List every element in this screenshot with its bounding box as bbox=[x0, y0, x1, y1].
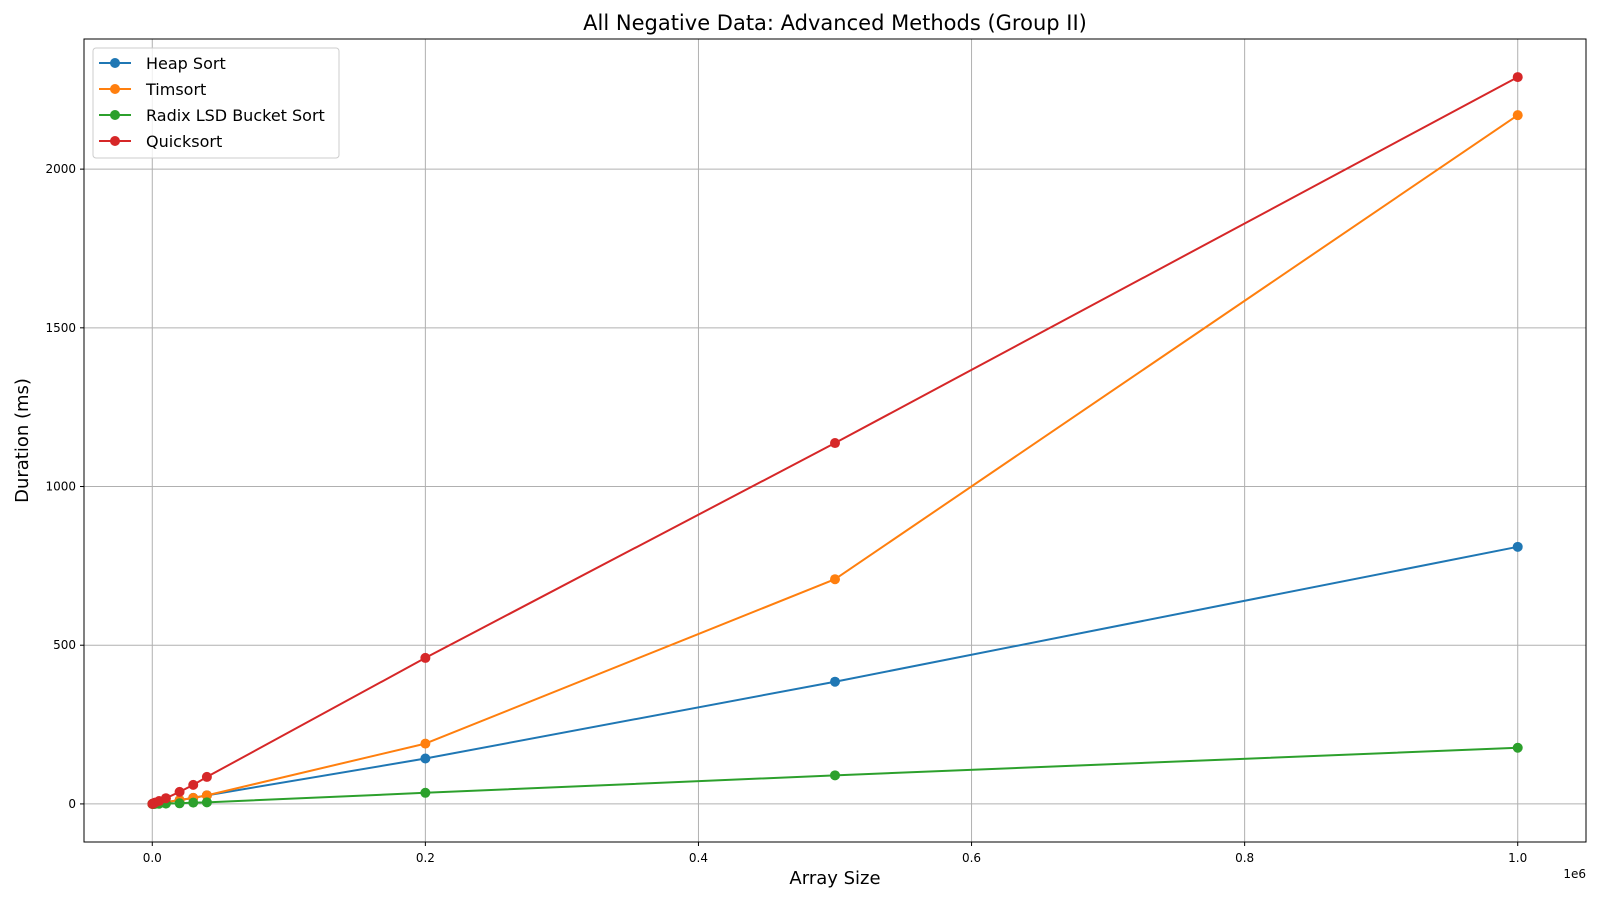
y-tick-label: 500 bbox=[53, 638, 76, 652]
chart-title: All Negative Data: Advanced Methods (Gro… bbox=[583, 11, 1087, 35]
legend-item: Heap Sort bbox=[99, 54, 226, 73]
series-quicksort bbox=[147, 72, 1523, 809]
data-point bbox=[420, 787, 431, 798]
data-point bbox=[201, 771, 212, 782]
data-point bbox=[420, 753, 431, 764]
data-point bbox=[830, 438, 840, 449]
legend-marker bbox=[110, 84, 120, 94]
data-point bbox=[174, 786, 185, 797]
data-point bbox=[420, 738, 431, 749]
y-tick-label: 2000 bbox=[45, 162, 76, 176]
data-point bbox=[201, 790, 212, 801]
data-point bbox=[1512, 541, 1523, 552]
axis-ticks: 0.0 0.2 0.4 0.6 0.8 1.0 0 500 1000 1500 2000 bbox=[45, 162, 1527, 865]
x-axis-offset-label: 1e6 bbox=[1563, 867, 1586, 881]
y-tick-label: 0 bbox=[68, 797, 76, 811]
x-axis-title: Array Size bbox=[789, 868, 880, 889]
legend-label: Radix LSD Bucket Sort bbox=[146, 106, 325, 125]
legend-item: Timsort bbox=[99, 80, 206, 99]
legend-label: Timsort bbox=[145, 80, 206, 99]
legend-item: Radix LSD Bucket Sort bbox=[99, 106, 325, 125]
x-tick-label: 1.0 bbox=[1508, 851, 1527, 865]
data-point bbox=[188, 797, 199, 808]
data-point bbox=[188, 779, 199, 790]
x-tick-label: 0.8 bbox=[1235, 851, 1254, 865]
data-point bbox=[1512, 72, 1523, 83]
x-tick-label: 0.4 bbox=[689, 851, 708, 865]
data-point bbox=[420, 652, 431, 663]
y-tick-label: 1500 bbox=[45, 321, 76, 335]
y-tick-label: 1000 bbox=[45, 480, 76, 494]
data-point bbox=[160, 793, 171, 804]
data-point bbox=[201, 797, 212, 808]
data-point bbox=[830, 574, 840, 585]
legend-marker bbox=[110, 110, 120, 120]
legend-item: Quicksort bbox=[99, 132, 222, 151]
y-axis-title: Duration (ms) bbox=[12, 378, 33, 503]
x-tick-label: 0.2 bbox=[416, 851, 435, 865]
data-point bbox=[830, 676, 840, 687]
legend: Heap Sort Timsort Radix LSD Bucket Sort Qui… bbox=[92, 47, 340, 159]
data-point bbox=[1512, 742, 1523, 753]
series-layer bbox=[147, 72, 1523, 809]
legend-marker bbox=[110, 58, 120, 68]
data-point bbox=[830, 770, 840, 781]
grid-lines bbox=[84, 39, 1586, 842]
legend-marker bbox=[110, 136, 120, 146]
legend-frame bbox=[92, 47, 340, 159]
x-tick-label: 0.6 bbox=[962, 851, 981, 865]
data-point bbox=[1512, 110, 1523, 121]
data-point bbox=[174, 798, 185, 809]
legend-label: Quicksort bbox=[146, 132, 222, 151]
x-tick-label: 0.0 bbox=[143, 851, 162, 865]
plot-frame bbox=[83, 38, 1587, 843]
legend-label: Heap Sort bbox=[146, 54, 226, 73]
